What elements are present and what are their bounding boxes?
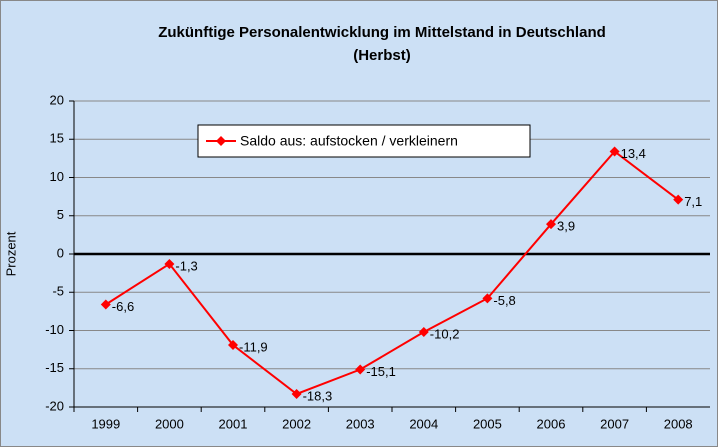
x-tick-label: 2006 [537, 416, 566, 431]
legend [197, 124, 531, 158]
x-tick-label: 2007 [600, 416, 629, 431]
y-axis-label: Prozent [3, 231, 18, 276]
data-label: 7,1 [684, 194, 702, 209]
data-point [673, 194, 684, 205]
data-point [609, 146, 620, 157]
x-tick-label: 2004 [409, 416, 438, 431]
data-label: 3,9 [557, 219, 575, 234]
chart-title: Zukünftige Personalentwicklung im Mittel… [158, 24, 606, 41]
x-tick-label: 2008 [664, 416, 693, 431]
legend-label: Saldo aus: aufstocken / verkleinern [240, 133, 458, 149]
x-tick-label: 2000 [155, 416, 184, 431]
data-point [418, 327, 429, 338]
data-label: -11,9 [239, 339, 268, 354]
data-point [228, 340, 238, 351]
x-tick-label: 2001 [219, 416, 248, 431]
data-point [482, 293, 493, 304]
data-point [100, 299, 111, 310]
data-label: -6,6 [112, 299, 134, 314]
data-label: -5,8 [493, 293, 515, 308]
y-tick-label: -15 [45, 360, 64, 375]
data-label: -10,2 [430, 326, 460, 341]
data-point [355, 364, 366, 375]
data-point [164, 258, 175, 269]
chart-title: (Herbst) [353, 47, 411, 64]
data-label: -1,3 [175, 258, 197, 273]
y-tick-label: 5 [57, 207, 64, 222]
y-tick-label: 15 [50, 131, 64, 146]
y-tick-label: -20 [45, 398, 64, 413]
data-point [291, 388, 302, 399]
x-tick-label: 2003 [346, 416, 375, 431]
y-tick-label: 0 [57, 245, 64, 260]
y-tick-label: -10 [45, 322, 64, 337]
data-label: -18,3 [303, 388, 333, 403]
y-tick-label: 20 [50, 92, 64, 107]
y-tick-label: -5 [52, 284, 64, 299]
x-tick-label: 2005 [473, 416, 502, 431]
data-label: -15,1 [366, 364, 396, 379]
x-tick-label: 1999 [91, 416, 120, 431]
x-tick-label: 2002 [282, 416, 311, 431]
series-line [105, 150, 679, 396]
data-point [546, 219, 556, 230]
data-label: 13,4 [621, 146, 646, 161]
y-tick-label: 10 [50, 169, 64, 184]
legend-marker [216, 136, 226, 146]
